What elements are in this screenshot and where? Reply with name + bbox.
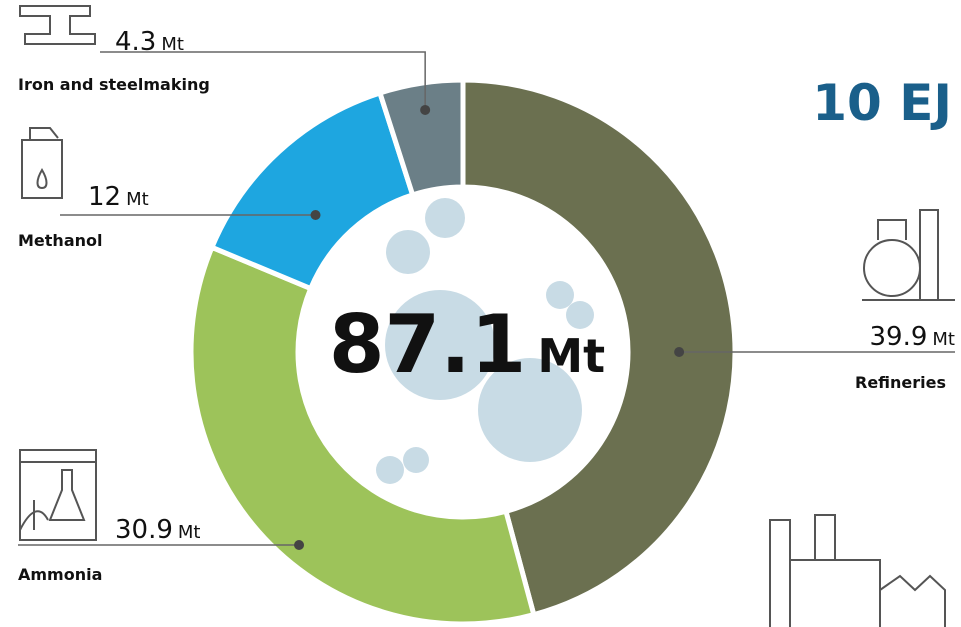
leader-dot [294, 540, 304, 550]
leader-dot [311, 210, 321, 220]
chart: 10 EJ 87.1 Mt 39.9MtRefineries30.9MtAmmo… [0, 0, 961, 627]
value-unit: Mt [126, 189, 149, 210]
center-total: 87.1 Mt [329, 298, 605, 391]
value-number: 39.9 [870, 322, 928, 352]
center-unit: Mt [537, 329, 605, 383]
category-label: Methanol [18, 231, 102, 250]
leader-dot [420, 105, 430, 115]
value-unit: Mt [932, 329, 955, 350]
value-number: 12 [88, 182, 121, 212]
value-number: 4.3 [115, 27, 156, 57]
leader-dot [674, 347, 684, 357]
value-unit: Mt [161, 34, 184, 55]
category-label: Refineries [855, 373, 946, 392]
category-label: Iron and steelmaking [18, 75, 210, 94]
donut-segment [212, 93, 413, 289]
chart-title: 10 EJ [812, 74, 952, 132]
value-unit: Mt [178, 522, 201, 543]
center-value: 87.1 [329, 298, 526, 391]
category-label: Ammonia [18, 565, 102, 584]
value-number: 30.9 [115, 515, 173, 545]
